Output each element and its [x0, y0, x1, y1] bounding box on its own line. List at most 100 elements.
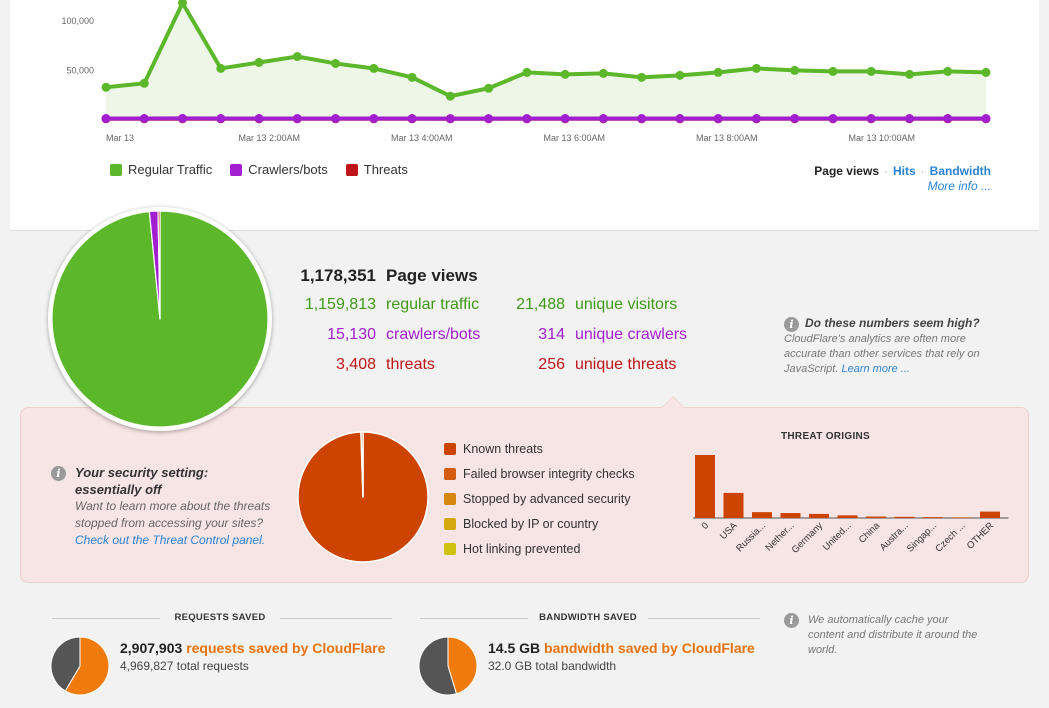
metric-page-views: Page views — [814, 164, 879, 178]
page-views-total: 1,178,351 Page views — [296, 266, 477, 286]
regular-traffic-point — [904, 69, 914, 79]
info-icon: i — [51, 466, 66, 481]
regular-traffic-point — [522, 67, 532, 77]
requests-total-label: total requests — [176, 659, 249, 673]
legend-label: Threats — [363, 162, 408, 177]
origins-bar — [951, 517, 972, 518]
stat-regular: 1,159,813 regular traffic — [296, 296, 479, 314]
threat-legend-item: Hot linking prevented — [444, 536, 635, 561]
threat-slice-failed-browser-integrity-checks — [360, 431, 364, 498]
threat-legend-label: Blocked by IP or country — [463, 516, 599, 531]
requests-saved-title: REQUESTS SAVED — [174, 612, 266, 623]
legend-label: Crawlers/bots — [248, 162, 328, 177]
origins-bar — [695, 455, 715, 518]
x-tick-label: Mar 13 2:00AM — [239, 133, 301, 143]
stat-crawlers: 15,130 crawlers/bots — [296, 326, 480, 344]
cache-note-text: We automatically cache your content and … — [808, 614, 978, 656]
learn-more-link[interactable]: Learn more ... — [841, 363, 910, 375]
y-tick-label: 50,000 — [66, 65, 94, 75]
stat-unique-crawlers: 314 unique crawlers — [485, 326, 687, 344]
stat-number: 3,408 — [335, 356, 376, 373]
regular-traffic-area — [106, 2, 986, 120]
crawlers-bots-point — [713, 114, 723, 124]
origins-bar — [866, 516, 886, 518]
bandwidth-total-number: 32.0 GB — [488, 659, 533, 673]
regular-traffic-point — [828, 66, 838, 76]
crawlers-bots-point — [101, 114, 111, 124]
origins-bar — [837, 515, 858, 518]
crawlers-bots-point — [598, 114, 608, 124]
metric-hits-link[interactable]: Hits — [893, 164, 916, 178]
regular-traffic-point — [713, 67, 723, 77]
regular-traffic-point — [216, 63, 226, 73]
stat-number: 314 — [538, 326, 565, 343]
stat-unique-threats: 256 unique threats — [485, 356, 676, 374]
traffic-chart: 100,000 50,000 Mar 13 Mar 13 2:00AM Mar 13 4… — [61, 0, 991, 143]
legend-regular-traffic[interactable]: Regular Traffic — [110, 162, 212, 177]
y-tick-label: 100,000 — [61, 16, 94, 26]
threat-control-link[interactable]: Check out the Threat Control panel. — [75, 533, 266, 547]
regular-traffic-point — [560, 69, 570, 79]
crawlers-bots-point — [828, 114, 838, 124]
info-icon: i — [784, 613, 799, 628]
stat-number: 1,178,351 — [300, 266, 376, 285]
crawlers-bots-point — [522, 114, 532, 124]
legend-threats[interactable]: Threats — [345, 162, 408, 177]
crawlers-bots-point — [981, 114, 991, 124]
legend-swatch — [110, 163, 122, 176]
traffic-legend: Regular Traffic Crawlers/bots Threats — [110, 162, 408, 177]
threat-legend-label: Stopped by advanced security — [463, 491, 631, 506]
threat-legend-item: Failed browser integrity checks — [444, 461, 635, 486]
requests-saved-label: requests saved by CloudFlare — [186, 640, 386, 656]
threat-legend: Known threats Failed browser integrity c… — [444, 436, 635, 561]
stat-label: crawlers/bots — [386, 326, 481, 343]
origins-tick-label: United... — [821, 520, 854, 553]
bandwidth-saved-title: BANDWIDTH SAVED — [539, 612, 637, 623]
x-tick-label: Mar 13 4:00AM — [391, 133, 453, 143]
metric-bandwidth-link[interactable]: Bandwidth — [929, 164, 991, 178]
stat-label: unique visitors — [575, 296, 678, 313]
requests-saved-pie — [50, 636, 110, 696]
origins-bar — [923, 517, 943, 518]
requests-total-number: 4,969,827 — [120, 659, 174, 673]
crawlers-bots-point — [407, 114, 417, 124]
threat-origins-title: THREAT ORIGINS — [781, 431, 871, 442]
threat-pie-chart — [297, 431, 429, 563]
crawlers-bots-point — [484, 114, 494, 124]
bandwidth-saved-number: 14.5 GB — [488, 640, 541, 656]
regular-traffic-point — [484, 83, 494, 93]
origins-tick-label: Germany — [790, 520, 826, 556]
regular-traffic-point — [407, 72, 417, 82]
bandwidth-slice-other — [418, 636, 457, 696]
divider — [10, 230, 1039, 231]
crawlers-bots-point — [445, 114, 455, 124]
security-setting: i Your security setting: essentially off… — [51, 464, 281, 549]
cache-note: i We automatically cache your content an… — [784, 613, 984, 658]
bandwidth-total-label: total bandwidth — [535, 659, 617, 673]
regular-traffic-point — [866, 66, 876, 76]
x-tick-label: Mar 13 — [106, 133, 134, 143]
security-value: essentially off — [75, 482, 162, 497]
numbers-high-note: i Do these numbers seem high? CloudFlare'… — [784, 316, 984, 377]
x-tick-label: Mar 13 6:00AM — [544, 133, 606, 143]
regular-traffic-point — [751, 63, 761, 73]
pie-slice-threats — [157, 211, 161, 320]
legend-crawlers[interactable]: Crawlers/bots — [230, 162, 328, 177]
saved-divider — [420, 618, 528, 619]
stat-number: 1,159,813 — [304, 296, 376, 313]
more-info-link[interactable]: More info ... — [927, 179, 991, 193]
legend-swatch — [444, 442, 456, 455]
regular-traffic-point — [445, 91, 455, 101]
regular-traffic-point — [254, 57, 264, 67]
regular-traffic-point — [675, 70, 685, 80]
bandwidth-slice-saved — [447, 636, 478, 695]
crawlers-bots-point — [369, 114, 379, 124]
origins-bar — [780, 513, 801, 518]
legend-label: Regular Traffic — [128, 162, 213, 177]
regular-traffic-point — [178, 0, 188, 8]
page-views-pie — [48, 207, 272, 431]
legend-swatch — [230, 163, 243, 176]
stat-label: regular traffic — [386, 296, 480, 313]
legend-swatch — [345, 163, 358, 176]
crawlers-bots-point — [560, 114, 570, 124]
